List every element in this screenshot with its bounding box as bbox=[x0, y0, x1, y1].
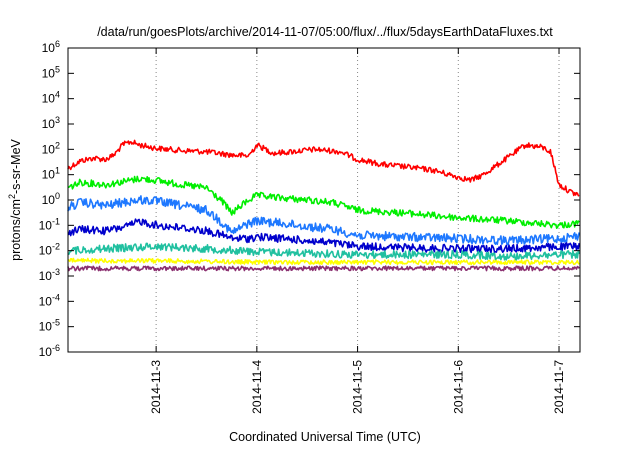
axis-layer: 10-6 10-5 10-4 10-3 10-2 10-1 100 101 102 103 104 1… bbox=[39, 39, 581, 414]
x-tick-label-3: 2014-11-6 bbox=[451, 360, 465, 414]
y-tick-label-8: 102 bbox=[42, 140, 60, 156]
x-tick-label-1: 2014-11-4 bbox=[250, 360, 264, 414]
y-tick-label-7: 101 bbox=[42, 166, 60, 182]
y-tick-label-5: 10-1 bbox=[39, 216, 60, 232]
y-tick-label-11: 105 bbox=[42, 64, 60, 80]
chart-title: /data/run/goesPlots/archive/2014-11-07/0… bbox=[97, 25, 553, 39]
series-line-6 bbox=[67, 265, 580, 272]
series-line-3 bbox=[67, 218, 580, 254]
x-axis-label: Coordinated Universal Time (UTC) bbox=[229, 430, 421, 444]
y-tick-label-10: 104 bbox=[42, 90, 60, 106]
x-tick-label-0: 2014-11-3 bbox=[149, 360, 163, 414]
series-line-4 bbox=[68, 242, 580, 261]
series-layer bbox=[67, 139, 580, 272]
y-tick-label-9: 103 bbox=[42, 115, 60, 131]
y-tick-label-6: 100 bbox=[42, 191, 60, 207]
y-tick-label-4: 10-2 bbox=[39, 242, 60, 258]
series-line-1 bbox=[67, 175, 580, 229]
y-tick-label-0: 10-6 bbox=[39, 343, 60, 359]
y-axis-label-prefix: protons/cm bbox=[9, 199, 23, 261]
x-tick-label-4: 2014-11-7 bbox=[552, 360, 566, 414]
x-tick-label-2: 2014-11-5 bbox=[351, 360, 365, 414]
series-line-2 bbox=[67, 195, 580, 246]
y-axis-label: protons/cm2-s-sr-MeV bbox=[7, 138, 23, 260]
y-axis-label-sup: 2 bbox=[7, 194, 17, 199]
series-line-5 bbox=[67, 257, 580, 266]
y-tick-label-2: 10-4 bbox=[39, 292, 60, 308]
y-tick-label-3: 10-3 bbox=[39, 267, 60, 283]
y-tick-label-1: 10-5 bbox=[39, 318, 60, 334]
y-axis-label-suffix: -s-sr-MeV bbox=[9, 138, 23, 194]
series-line-0 bbox=[67, 139, 580, 197]
y-tick-label-12: 106 bbox=[42, 39, 60, 55]
